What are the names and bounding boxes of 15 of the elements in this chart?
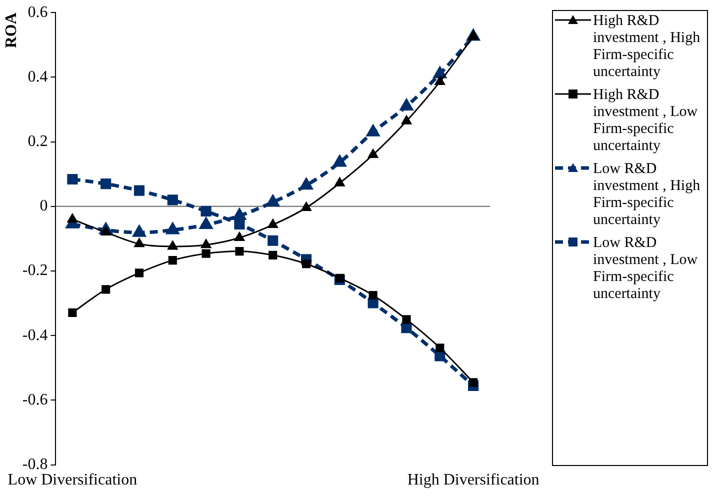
y-tick-label: -0.6	[22, 391, 48, 408]
y-tick-label: -0.4	[22, 326, 48, 344]
legend-label: High R&D investment , Low Firm-specific uncertainty	[592, 87, 699, 155]
y-tick-label: 0	[40, 198, 48, 215]
legend-label: Low R&D investment , Low Firm-specific uncertainty	[592, 235, 699, 303]
y-tick-label: -0.8	[22, 456, 48, 474]
y-tick-label: 0.6	[28, 4, 48, 21]
legend-label: Low R&D investment , High Firm-specific uncertainty	[592, 161, 702, 229]
legend-label: High R&D investment , High Firm-specific uncertainty	[592, 13, 702, 81]
y-tick-label: 0.4	[28, 68, 48, 86]
x-tick-label: High Diversification	[407, 472, 540, 489]
y-axis-title: ROA	[3, 12, 20, 48]
y-tick-label: 0.2	[28, 133, 48, 150]
y-tick-label: -0.2	[22, 262, 48, 280]
x-tick-label: Low Diversification	[8, 472, 138, 489]
